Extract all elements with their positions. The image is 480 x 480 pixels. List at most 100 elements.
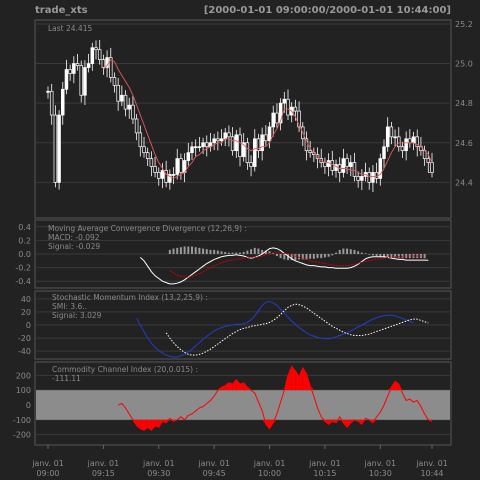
macd-histogram-bar — [261, 249, 264, 254]
candle-body — [260, 134, 264, 152]
candle-body — [385, 126, 390, 148]
y-tick-label: -100 — [13, 416, 31, 425]
candle-body — [415, 136, 419, 148]
candle-body — [75, 63, 80, 66]
macd-histogram-bar — [353, 249, 356, 254]
y-tick-label: 25.0 — [455, 60, 473, 69]
macd-histogram-bar — [194, 247, 197, 254]
candle-body — [160, 170, 165, 179]
y-tick-label: -40 — [18, 347, 31, 356]
candle-body — [149, 158, 154, 167]
candle-body — [138, 132, 143, 148]
candle-body — [72, 63, 76, 74]
candle-body — [253, 138, 257, 167]
candle-body — [267, 126, 272, 142]
candle-body — [49, 90, 54, 116]
macd-histogram-bar — [224, 251, 227, 254]
macd-histogram-bar — [176, 247, 179, 254]
candle-body — [175, 158, 179, 175]
candle-body — [153, 166, 157, 173]
macd-histogram-bar — [242, 251, 245, 254]
cci-fill — [291, 366, 296, 391]
candle-body — [371, 172, 375, 183]
cci-fill — [395, 381, 399, 391]
candle-body — [57, 114, 61, 183]
candle-body — [190, 146, 194, 154]
macd-histogram-bar — [386, 254, 389, 258]
candle-body — [393, 136, 397, 139]
candle-body — [116, 84, 120, 102]
x-tick-label: janv. 01 — [31, 459, 64, 468]
y-tick-label: -200 — [13, 431, 31, 440]
candle-body — [230, 136, 235, 152]
cci-fill — [299, 367, 303, 391]
candle-body — [90, 47, 95, 64]
candle-body — [94, 47, 98, 51]
x-tick-label: 09:30 — [147, 469, 170, 478]
macd-histogram-bar — [408, 254, 411, 259]
macd-histogram-bar — [401, 254, 404, 259]
cci-fill — [240, 382, 244, 391]
candle-body — [278, 102, 283, 124]
candle-body — [349, 162, 353, 167]
candle-body — [227, 132, 231, 138]
macd-histogram-bar — [172, 248, 175, 254]
candle-body — [241, 142, 246, 157]
macd-histogram-bar — [220, 251, 223, 254]
candle-body — [234, 134, 239, 152]
macd-histogram-bar — [202, 248, 205, 254]
macd-histogram-bar — [290, 254, 293, 261]
macd-histogram-bar — [394, 254, 397, 258]
macd-histogram-bar — [379, 254, 382, 257]
x-tick-label: 09:15 — [92, 469, 115, 478]
x-tick-label: 10:30 — [369, 469, 392, 478]
candle-body — [249, 162, 253, 167]
candle-body — [157, 172, 161, 179]
candle-body — [404, 138, 408, 152]
candle-body — [97, 49, 102, 60]
candle-body — [61, 88, 65, 116]
x-tick-label: janv. 01 — [253, 459, 286, 468]
macd-histogram-bar — [279, 254, 282, 259]
candle-body — [123, 94, 128, 110]
macd-histogram-bar — [338, 249, 341, 254]
candle-body — [356, 176, 360, 181]
macd-histogram-bar — [364, 253, 367, 254]
candle-body — [127, 104, 131, 110]
macd-signal-legend: Signal: -0.029 — [48, 242, 100, 251]
candle-body — [134, 118, 139, 134]
macd-histogram-bar — [183, 246, 186, 254]
x-tick-label: janv. 01 — [87, 459, 120, 468]
macd-histogram-bar — [191, 246, 193, 254]
y-tick-label: 20 — [21, 308, 31, 317]
candle-body — [112, 77, 117, 86]
candle-body — [179, 158, 183, 173]
candle-body — [389, 126, 394, 138]
panel-frame — [34, 361, 452, 446]
candle-body — [79, 65, 83, 96]
macd-histogram-bar — [301, 254, 304, 260]
candle-body — [46, 90, 50, 93]
x-tick-label: 09:00 — [36, 469, 59, 478]
macd-histogram-bar — [419, 254, 422, 259]
macd-histogram-bar — [268, 251, 271, 254]
y-tick-label: 0.4 — [18, 223, 31, 232]
macd-histogram-bar — [360, 252, 363, 254]
macd-histogram-bar — [264, 250, 267, 254]
candle-body — [68, 69, 72, 74]
macd-title: Moving Average Convergence Divergence (1… — [48, 224, 247, 233]
y-tick-label: 24.8 — [455, 99, 473, 108]
candle-body — [400, 146, 405, 152]
macd-histogram-bar — [272, 253, 275, 254]
bbands-line — [103, 59, 433, 179]
smi-signal-line — [165, 303, 429, 356]
macd-histogram-bar — [198, 247, 201, 254]
candle-body — [264, 134, 268, 142]
candle-body — [256, 138, 261, 152]
date-range: [2000-01-01 09:00:00/2000-01-01 10:44:00… — [204, 5, 451, 16]
cci-fill — [288, 366, 292, 391]
candle-body — [308, 150, 312, 154]
y-tick-label: -0.4 — [15, 277, 31, 286]
candle-body — [430, 162, 434, 173]
macd-histogram-bar — [368, 254, 371, 255]
